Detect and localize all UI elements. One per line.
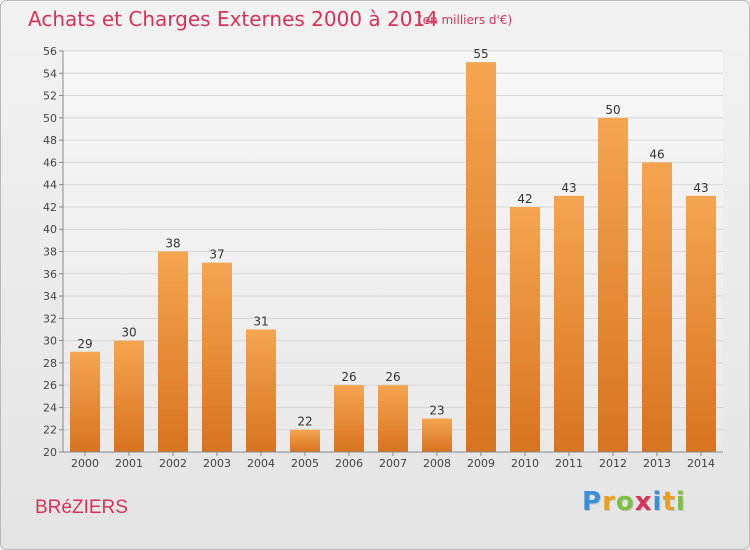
x-tick-label: 2014 bbox=[687, 457, 715, 470]
bar bbox=[510, 206, 540, 452]
y-tick-label: 54 bbox=[43, 67, 57, 80]
y-tick-label: 40 bbox=[43, 223, 57, 236]
y-tick-label: 44 bbox=[43, 179, 57, 192]
x-tick-label: 2013 bbox=[643, 457, 671, 470]
data-label: 26 bbox=[385, 370, 400, 384]
bar bbox=[466, 62, 496, 453]
logo-letter: r bbox=[602, 487, 616, 517]
logo-letter: x bbox=[634, 487, 653, 517]
x-tick-label: 2008 bbox=[423, 457, 451, 470]
bar bbox=[422, 418, 452, 452]
data-label: 38 bbox=[165, 237, 180, 251]
x-tick-label: 2010 bbox=[511, 457, 539, 470]
chart-subtitle: (en milliers d'€) bbox=[418, 13, 513, 27]
logo-letter: i bbox=[652, 487, 663, 517]
y-tick-label: 26 bbox=[43, 379, 57, 392]
y-tick-label: 46 bbox=[43, 156, 57, 169]
data-label: 22 bbox=[297, 415, 312, 429]
y-tick-label: 48 bbox=[43, 134, 57, 147]
data-label: 46 bbox=[649, 147, 664, 161]
x-tick-label: 2005 bbox=[291, 457, 319, 470]
x-tick-label: 2001 bbox=[115, 457, 143, 470]
chart-title: Achats et Charges Externes 2000 à 2014 bbox=[28, 7, 438, 31]
y-tick-label: 38 bbox=[43, 246, 57, 259]
y-tick-label: 24 bbox=[43, 401, 57, 414]
logo-letter: o bbox=[615, 487, 635, 517]
data-label: 30 bbox=[121, 326, 136, 340]
data-label: 29 bbox=[77, 337, 92, 351]
y-tick-label: 42 bbox=[43, 201, 57, 214]
data-label: 43 bbox=[561, 181, 576, 195]
bar bbox=[114, 340, 144, 452]
bar bbox=[334, 385, 364, 452]
commune-name: BRéZIERS bbox=[35, 497, 128, 518]
data-label: 42 bbox=[517, 192, 532, 206]
x-tick-label: 2011 bbox=[555, 457, 583, 470]
bar bbox=[378, 385, 408, 452]
logo-letter: P bbox=[582, 487, 603, 517]
x-tick-label: 2006 bbox=[335, 457, 363, 470]
y-tick-label: 34 bbox=[43, 290, 57, 303]
data-label: 50 bbox=[605, 103, 620, 117]
logo-letter: i bbox=[675, 487, 686, 517]
proxiti-logo: Proxiti bbox=[582, 487, 686, 517]
y-tick-label: 56 bbox=[43, 45, 57, 58]
data-label: 55 bbox=[473, 47, 488, 61]
y-tick-label: 22 bbox=[43, 424, 57, 437]
y-tick-label: 20 bbox=[43, 446, 57, 459]
bar bbox=[642, 162, 672, 452]
data-label: 31 bbox=[253, 314, 268, 328]
y-tick-label: 52 bbox=[43, 90, 57, 103]
y-tick-label: 32 bbox=[43, 312, 57, 325]
x-tick-label: 2003 bbox=[203, 457, 231, 470]
data-label: 26 bbox=[341, 370, 356, 384]
x-tick-label: 2002 bbox=[159, 457, 187, 470]
bar bbox=[70, 351, 100, 452]
bar bbox=[598, 117, 628, 452]
x-tick-label: 2000 bbox=[71, 457, 99, 470]
x-tick-label: 2012 bbox=[599, 457, 627, 470]
y-tick-label: 30 bbox=[43, 335, 57, 348]
data-label: 43 bbox=[693, 181, 708, 195]
bar bbox=[554, 195, 584, 453]
bar bbox=[246, 329, 276, 452]
x-tick-label: 2007 bbox=[379, 457, 407, 470]
data-label: 37 bbox=[209, 248, 224, 262]
bar bbox=[290, 429, 320, 452]
x-tick-label: 2004 bbox=[247, 457, 275, 470]
bar bbox=[686, 195, 716, 453]
y-tick-label: 50 bbox=[43, 112, 57, 125]
bar bbox=[158, 251, 188, 452]
y-tick-label: 28 bbox=[43, 357, 57, 370]
bar bbox=[202, 262, 232, 452]
y-tick-label: 36 bbox=[43, 268, 57, 281]
logo-letter: t bbox=[662, 487, 676, 517]
data-label: 23 bbox=[429, 404, 444, 418]
x-tick-label: 2009 bbox=[467, 457, 495, 470]
